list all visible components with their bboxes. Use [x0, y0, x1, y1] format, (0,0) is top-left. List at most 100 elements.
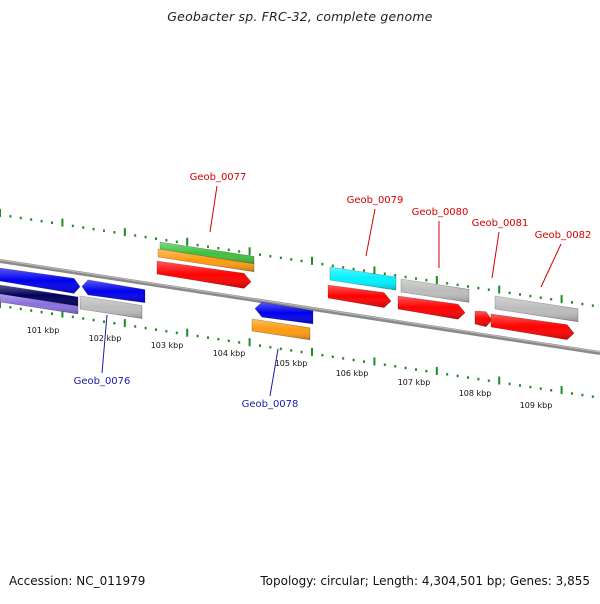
- ruler-bottom-tick: [9, 306, 12, 309]
- ruler-bottom-tick: [435, 366, 438, 375]
- ruler-bottom-tick: [591, 395, 594, 398]
- ruler-bottom-tick: [415, 368, 417, 371]
- ruler-bottom-tick: [103, 320, 105, 323]
- ruler-top: [0, 209, 594, 307]
- ruler-bottom-tick: [363, 360, 365, 363]
- ruler-top-tick: [342, 266, 345, 269]
- ruler-top-tick: [40, 219, 43, 223]
- gene-feature-shading: [255, 302, 313, 324]
- ruler-top-tick: [321, 262, 324, 266]
- ruler-bottom-tick: [30, 309, 33, 312]
- ruler-bottom-tick: [425, 369, 428, 373]
- ruler-top-tick: [487, 288, 490, 291]
- ruler-bottom-tick: [40, 310, 43, 314]
- gene-label: Geob_0080: [412, 207, 469, 218]
- gene-label-leader: [209, 185, 218, 233]
- ruler-top-tick: [560, 295, 563, 304]
- ruler-top-tick: [227, 248, 230, 252]
- ruler-bottom-tick: [248, 338, 251, 347]
- ruler-top-tick: [123, 228, 126, 237]
- ruler-top-tick: [581, 302, 584, 306]
- gene-features: [0, 241, 579, 341]
- gene-feature-shading: [495, 296, 578, 322]
- gene-label-leader: [269, 348, 279, 397]
- ruler-top-tick: [144, 235, 147, 239]
- gene-feature-shading: [491, 314, 574, 340]
- ruler-bottom-tick: [383, 363, 386, 367]
- ruler-top-tick: [186, 237, 189, 246]
- ruler-top-tick: [477, 286, 480, 290]
- ruler-bottom-tick: [238, 341, 241, 344]
- ruler-bottom-tick: [519, 384, 521, 387]
- ruler-bottom-tick: [186, 328, 189, 337]
- gene-label-leader: [491, 231, 500, 279]
- gene-feature-shading: [160, 242, 254, 265]
- ruler-bottom-tick: [144, 326, 147, 330]
- ruler-label: 102 kbp: [89, 334, 122, 343]
- ruler-bottom-tick: [331, 355, 334, 359]
- gene-label: Geob_0079: [347, 195, 404, 206]
- ruler-bottom-tick: [19, 307, 22, 311]
- ruler-top-tick: [529, 294, 532, 298]
- ruler-bottom-tick: [394, 365, 397, 368]
- gene-feature-shading: [80, 296, 142, 319]
- ruler-top-tick: [352, 267, 355, 271]
- gene-feature-shading: [252, 319, 310, 340]
- ruler-top-tick: [92, 227, 95, 231]
- ruler-top-tick: [519, 293, 521, 296]
- gene-feature-shading: [330, 267, 396, 291]
- ruler-bottom-tick: [300, 350, 303, 354]
- ruler-top-tick: [404, 275, 407, 279]
- ruler-bottom-tick: [217, 337, 220, 341]
- ruler-bottom-tick: [529, 385, 532, 389]
- ruler-top-tick: [373, 266, 376, 275]
- ruler-bottom-tick: [196, 334, 199, 338]
- ruler-bottom-tick: [539, 387, 542, 390]
- ruler-label: 105 kbp: [275, 359, 308, 368]
- ruler-bottom-tick: [571, 392, 573, 395]
- ruler-bottom-tick: [259, 344, 261, 347]
- map-title: Geobacter sp. FRC-32, complete genome: [167, 9, 433, 24]
- ruler-bottom-tick: [342, 357, 345, 360]
- ruler-top-tick: [550, 298, 553, 301]
- ruler-bottom-tick: [155, 328, 157, 331]
- ruler-top-tick: [113, 231, 116, 234]
- ruler-top-tick: [571, 301, 573, 304]
- ruler-bottom-tick: [0, 300, 1, 308]
- gene-feature-shading: [157, 261, 251, 289]
- gene-label-leader: [540, 243, 562, 288]
- ruler-bottom-tick: [550, 389, 553, 392]
- gene-feature-shading: [328, 285, 391, 308]
- ruler-top-tick: [19, 216, 22, 220]
- ruler-top-tick: [71, 224, 74, 228]
- ruler-bottom-tick: [456, 374, 459, 378]
- ruler-bottom-tick: [373, 357, 376, 366]
- ruler-top-tick: [456, 283, 459, 287]
- gene-feature-shading: [82, 279, 145, 303]
- ruler-bottom-tick: [71, 315, 74, 319]
- ruler-top-tick: [269, 254, 272, 258]
- ruler-bottom: [0, 300, 594, 398]
- ruler-top-tick: [415, 277, 417, 280]
- ruler-top-tick: [103, 229, 105, 232]
- ruler-top-tick: [425, 278, 428, 282]
- ruler-bottom-tick: [279, 347, 282, 351]
- ruler-top-tick: [165, 239, 168, 242]
- ruler-bottom-tick: [477, 377, 480, 381]
- ruler-top-tick: [591, 304, 594, 307]
- genome-stats-text: Topology: circular; Length: 4,304,501 bp…: [260, 574, 590, 588]
- ruler-bottom-tick: [487, 379, 490, 382]
- gene-feature-shading: [0, 285, 78, 306]
- ruler-top-tick: [300, 259, 303, 263]
- ruler-bottom-tick: [227, 339, 230, 343]
- ruler-bottom-tick: [404, 366, 407, 370]
- ruler-top-tick: [394, 274, 397, 277]
- ruler-bottom-tick: [446, 373, 449, 376]
- gene-feature-shading: [0, 268, 80, 294]
- ruler-bottom-tick: [581, 393, 584, 397]
- ruler-label: 106 kbp: [336, 369, 369, 378]
- ruler-label: 107 kbp: [398, 378, 431, 387]
- genome-backbone-highlight: [0, 259, 600, 353]
- ruler-label: 109 kbp: [520, 401, 553, 410]
